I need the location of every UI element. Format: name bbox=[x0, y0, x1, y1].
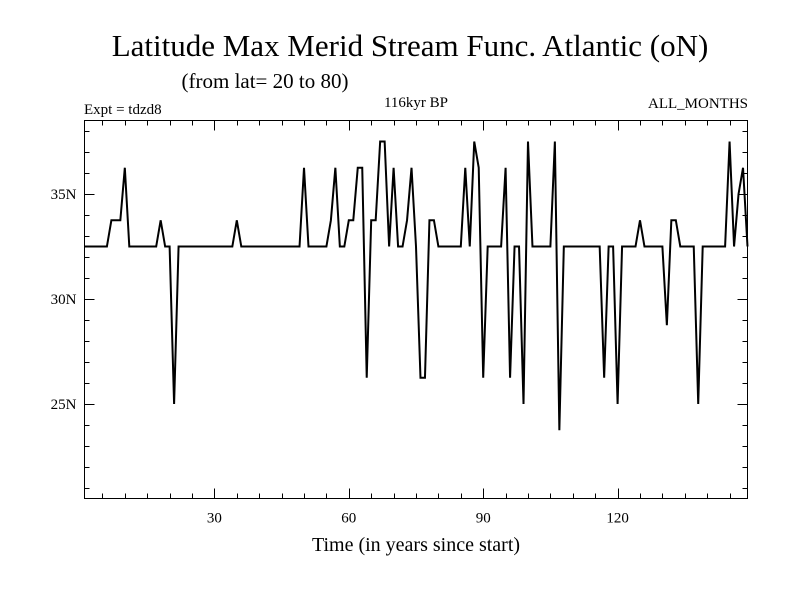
x-tick-label: 30 bbox=[207, 511, 222, 527]
period-label: 116kyr BP bbox=[384, 95, 448, 111]
x-axis-label: Time (in years since start) bbox=[312, 534, 520, 556]
y-tick-label: 25N bbox=[51, 397, 77, 413]
experiment-label: Expt = tdzd8 bbox=[84, 102, 162, 118]
series-line bbox=[84, 140, 749, 431]
chart-title: Latitude Max Merid Stream Func. Atlantic… bbox=[112, 28, 709, 63]
data-series bbox=[84, 140, 749, 431]
chart-subtitle: (from lat= 20 to 80) bbox=[182, 69, 349, 93]
x-tick-label: 60 bbox=[341, 511, 356, 527]
plot-area-border bbox=[84, 120, 748, 499]
axis-ticks bbox=[84, 120, 748, 499]
y-tick-label: 30N bbox=[51, 292, 77, 308]
months-label: ALL_MONTHS bbox=[648, 96, 748, 112]
x-tick-label: 90 bbox=[476, 511, 491, 527]
y-tick-label: 35N bbox=[51, 187, 77, 203]
x-tick-label: 120 bbox=[606, 511, 629, 527]
axis-tick-labels: 30 60 90 120 25N 30N 35N bbox=[51, 187, 629, 527]
